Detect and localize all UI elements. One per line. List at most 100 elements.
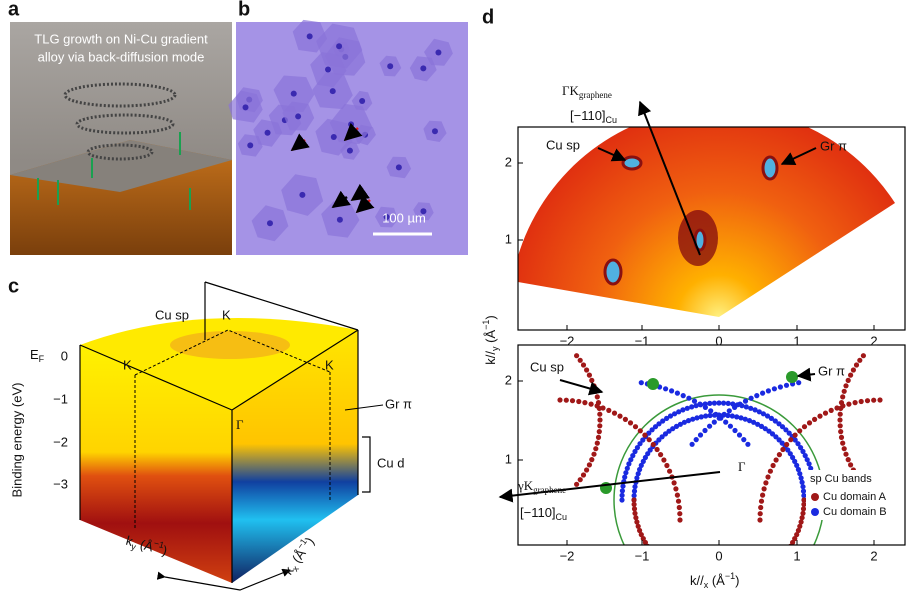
band-dot [748, 395, 754, 401]
band-dot [843, 383, 849, 389]
shape [761, 155, 779, 181]
nucleus [329, 88, 336, 95]
shape [786, 371, 798, 383]
band-dot [808, 465, 814, 471]
band-dot [787, 451, 793, 457]
band-dot [748, 405, 754, 411]
band-dot [678, 573, 683, 578]
arrow [290, 133, 310, 152]
band-dot [622, 474, 628, 480]
band-dot [800, 488, 807, 494]
band-dot [837, 411, 843, 417]
arrow [331, 190, 351, 209]
shape [811, 493, 819, 501]
band-dot [766, 428, 772, 434]
band-dot [736, 432, 743, 438]
band-dot [806, 461, 812, 467]
band-dot [796, 380, 802, 386]
shape [134, 329, 331, 530]
band-dot [631, 488, 638, 494]
band-dot [776, 437, 782, 443]
label: Γ [738, 459, 746, 474]
label-close: ) [483, 315, 498, 319]
band-dot [623, 470, 629, 476]
band-dot [761, 486, 767, 492]
band-dot [788, 437, 794, 443]
shape [170, 331, 290, 359]
band-dot [841, 388, 847, 394]
nucleus [359, 98, 366, 105]
panel-letter: a [8, 0, 20, 20]
band-dot [857, 357, 863, 363]
index-label: [−110]Cu [520, 505, 567, 522]
shape [559, 379, 604, 396]
band-dot [632, 424, 639, 430]
band-dot [858, 398, 864, 405]
shape [517, 126, 906, 331]
label-main: k// [690, 573, 704, 588]
label-sup: −1 [481, 320, 491, 330]
band-dot [780, 446, 786, 453]
band-dot [672, 411, 678, 417]
band-dot [860, 353, 867, 359]
band-dot [838, 405, 844, 411]
band-dot [777, 558, 782, 563]
band-dot [763, 569, 768, 574]
band-dot [785, 547, 790, 552]
label: Cu d [377, 455, 404, 470]
x-tick-label: −2 [560, 333, 575, 348]
arrow [343, 122, 363, 142]
shape [10, 140, 232, 192]
band-dot [646, 437, 652, 443]
band-dot [784, 441, 790, 448]
band-dot [622, 416, 629, 422]
label: Gr π [818, 363, 845, 378]
band-dot [619, 497, 625, 503]
band-dot [759, 571, 764, 576]
nucleus [242, 104, 249, 111]
band-dot [635, 523, 641, 529]
band-dot [806, 420, 813, 426]
band-dot [848, 372, 854, 378]
band-dot [680, 393, 686, 399]
band-dot [646, 430, 652, 436]
band-dot [757, 517, 763, 523]
label-sub: x [704, 580, 709, 590]
band-dot [795, 527, 802, 534]
band-dot [656, 437, 662, 443]
band-dot [611, 410, 618, 416]
band-dot [783, 382, 790, 388]
band-dot [732, 404, 738, 410]
band-dot [666, 566, 671, 571]
band-dot [670, 426, 676, 432]
direction-main: ΓK [562, 83, 580, 98]
band-dot [691, 398, 698, 404]
band-dot [576, 398, 582, 405]
band-dot [677, 517, 683, 523]
label: Γ [236, 417, 244, 432]
band-dot [755, 573, 760, 578]
band-dot [591, 383, 597, 389]
band-dot [631, 501, 637, 507]
index-main: [−110] [570, 108, 606, 123]
band-dot [841, 446, 847, 452]
index-sub: Cu [606, 115, 618, 125]
band-dot [716, 400, 722, 406]
band-dot [634, 445, 641, 451]
axis-title: k//y (Å−1) [481, 315, 500, 364]
band-dot [783, 427, 789, 433]
band-dot [563, 397, 569, 403]
band-dot [792, 536, 798, 542]
nucleus [387, 63, 394, 70]
band-dot [689, 404, 695, 410]
band-dot [667, 468, 673, 474]
y-tick-label: 1 [505, 231, 512, 246]
band-dot [721, 411, 727, 417]
band-dot [690, 416, 696, 422]
band-dot [642, 432, 648, 438]
label: Cu sp [546, 137, 580, 152]
label-main: k// [483, 351, 498, 365]
band-dot [674, 492, 681, 498]
